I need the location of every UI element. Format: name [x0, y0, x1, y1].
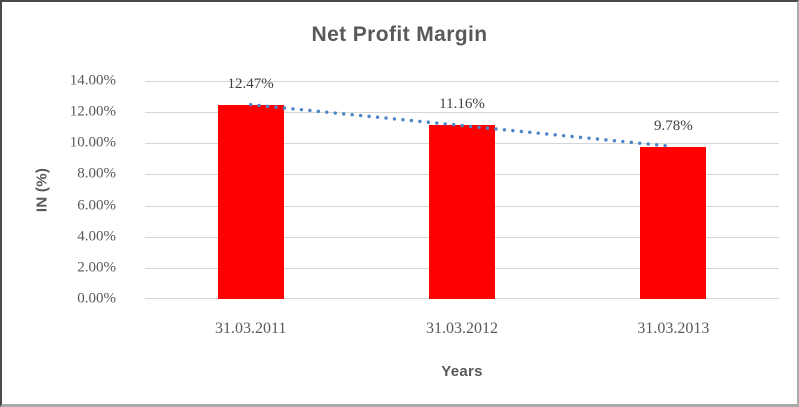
bar-31.03.2011[interactable]	[217, 104, 284, 299]
data-label: 9.78%	[653, 117, 693, 134]
bar-31.03.2013[interactable]	[640, 146, 707, 299]
x-axis-ticks: 31.03.2011 31.03.2012 31.03.2013	[145, 318, 779, 338]
plot-area: 12.47% 11.16% 9.78%	[145, 76, 779, 299]
x-tick-label: 31.03.2012	[426, 320, 498, 337]
x-tick-label: 31.03.2011	[214, 320, 287, 337]
y-tick-label: 14.00%	[69, 72, 116, 89]
bar-31.03.2012[interactable]	[429, 125, 495, 299]
gridline	[145, 81, 779, 82]
y-tick-label: 8.00%	[77, 165, 116, 182]
x-axis-title: Years	[441, 363, 483, 380]
x-tick-label: 31.03.2013	[637, 320, 710, 337]
y-tick-label: 4.00%	[77, 228, 116, 245]
data-label: 12.47%	[227, 75, 274, 92]
y-axis-ticks: 0.00% 2.00% 4.00% 6.00% 8.00% 10.00% 12.00% 14.…	[2, 73, 118, 307]
trendline[interactable]	[248, 102, 676, 149]
y-tick-label: 12.00%	[69, 103, 116, 120]
gridline	[145, 112, 779, 113]
y-tick-label: 0.00%	[77, 290, 116, 307]
y-tick-label: 10.00%	[69, 134, 116, 151]
data-label: 11.16%	[439, 96, 485, 113]
trendline-svg	[248, 102, 676, 149]
y-tick-label: 2.00%	[77, 259, 116, 276]
y-tick-label: 6.00%	[77, 197, 116, 214]
chart-title: Net Profit Margin	[311, 23, 488, 46]
